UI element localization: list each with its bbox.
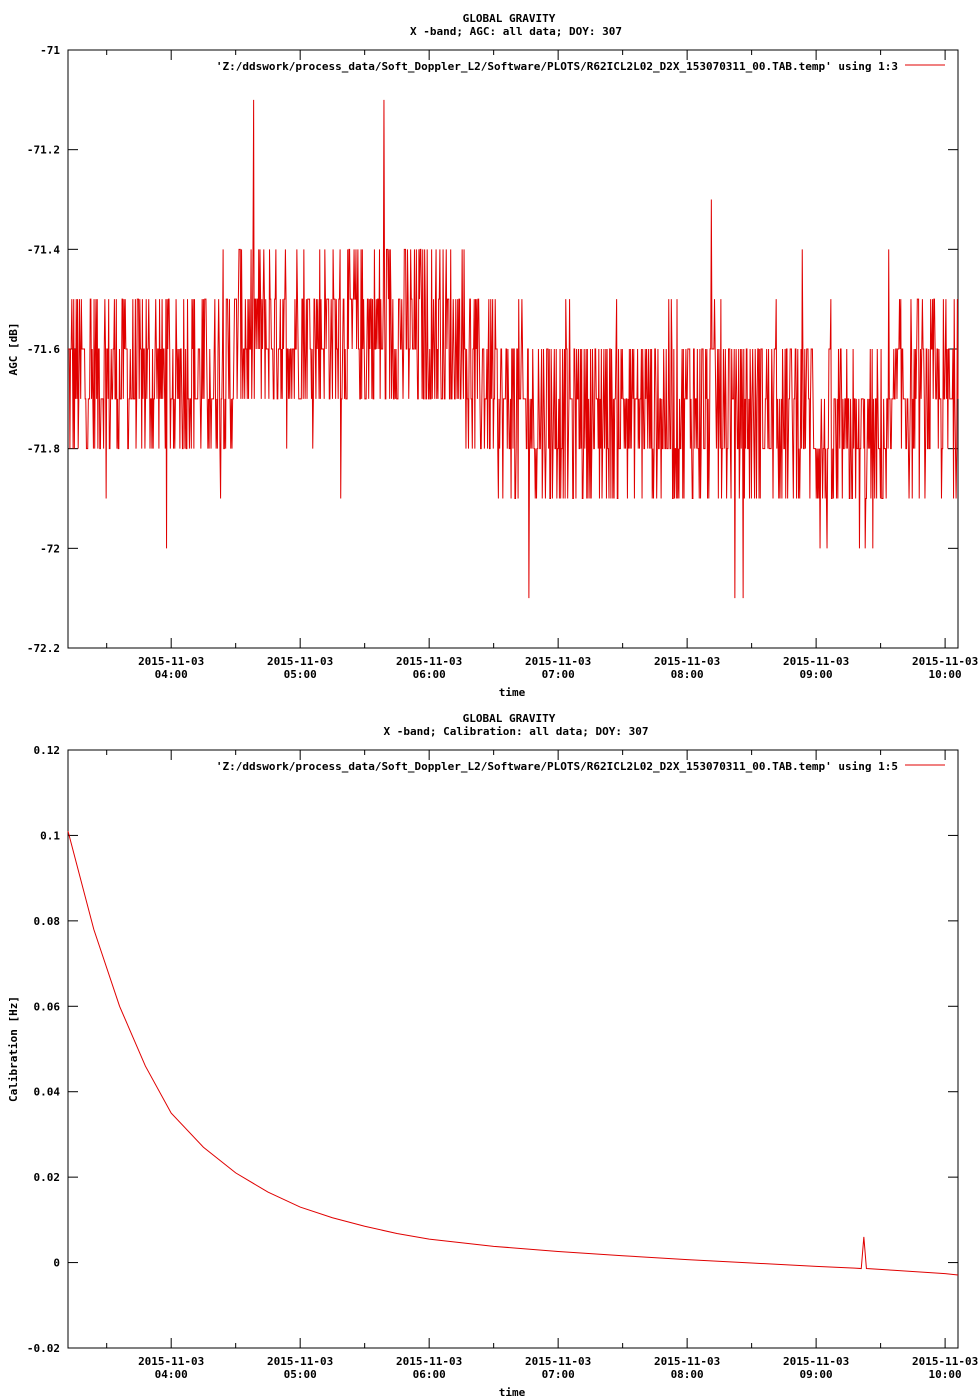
chart1-xtick-date: 2015-11-03 bbox=[654, 655, 720, 668]
chart2-ytick-label: 0.06 bbox=[34, 1000, 61, 1013]
chart1-xtick-time: 06:00 bbox=[413, 668, 446, 681]
chart2-xtick-date: 2015-11-03 bbox=[396, 1355, 462, 1368]
chart1-xtick-date: 2015-11-03 bbox=[267, 655, 333, 668]
chart2-xtick-time: 05:00 bbox=[284, 1368, 317, 1381]
chart2-xtick-time: 08:00 bbox=[671, 1368, 704, 1381]
chart2-series bbox=[67, 831, 959, 1276]
chart2-xtick-time: 10:00 bbox=[929, 1368, 962, 1381]
chart1-subtitle: X -band; AGC: all data; DOY: 307 bbox=[410, 25, 622, 38]
chart1-xtick-date: 2015-11-03 bbox=[138, 655, 204, 668]
chart1-xtick-time: 05:00 bbox=[284, 668, 317, 681]
chart1-ytick-label: -71.6 bbox=[27, 343, 60, 356]
chart1-ytick-label: -72.2 bbox=[27, 642, 60, 655]
chart2-ytick-label: -0.02 bbox=[27, 1342, 60, 1355]
chart2-ytick-label: 0.12 bbox=[34, 744, 61, 757]
chart2-calibration-line bbox=[67, 831, 959, 1276]
chart2-xtick-date: 2015-11-03 bbox=[783, 1355, 849, 1368]
chart2-xtick-time: 07:00 bbox=[542, 1368, 575, 1381]
chart1-ytick-label: -71.8 bbox=[27, 443, 60, 456]
chart2-ytick-label: 0 bbox=[53, 1257, 60, 1270]
chart2-xtick-date: 2015-11-03 bbox=[525, 1355, 591, 1368]
chart1-xtick-time: 09:00 bbox=[800, 668, 833, 681]
agc-chart: GLOBAL GRAVITY X -band; AGC: all data; D… bbox=[7, 12, 978, 699]
chart2-x-ticks: 2015-11-0304:002015-11-0305:002015-11-03… bbox=[106, 750, 978, 1381]
chart1-x-ticks: 2015-11-0304:002015-11-0305:002015-11-03… bbox=[106, 50, 978, 681]
chart2-xtick-date: 2015-11-03 bbox=[138, 1355, 204, 1368]
chart1-xtick-date: 2015-11-03 bbox=[525, 655, 591, 668]
chart1-ytick-label: -71.4 bbox=[27, 243, 60, 256]
chart2-subtitle: X -band; Calibration: all data; DOY: 307 bbox=[384, 725, 649, 738]
chart2-x-axis-label: time bbox=[499, 1386, 526, 1399]
chart2-xtick-time: 04:00 bbox=[155, 1368, 188, 1381]
chart1-x-axis-label: time bbox=[499, 686, 526, 699]
chart1-xtick-date: 2015-11-03 bbox=[912, 655, 978, 668]
chart2-xtick-time: 06:00 bbox=[413, 1368, 446, 1381]
chart1-ytick-label: -72 bbox=[40, 542, 60, 555]
chart2-xtick-date: 2015-11-03 bbox=[267, 1355, 333, 1368]
chart1-title: GLOBAL GRAVITY bbox=[463, 12, 556, 25]
chart1-ytick-label: -71 bbox=[40, 44, 60, 57]
chart2-xtick-date: 2015-11-03 bbox=[654, 1355, 720, 1368]
chart1-legend-label: 'Z:/ddswork/process_data/Soft_Doppler_L2… bbox=[216, 60, 898, 73]
chart1-xtick-date: 2015-11-03 bbox=[783, 655, 849, 668]
chart2-xtick-date: 2015-11-03 bbox=[912, 1355, 978, 1368]
chart1-series bbox=[68, 99, 959, 599]
chart1-xtick-time: 04:00 bbox=[155, 668, 188, 681]
chart1-y-axis-label: AGC [dB] bbox=[7, 323, 20, 376]
chart1-ytick-label: -71.2 bbox=[27, 144, 60, 157]
chart2-ytick-label: 0.02 bbox=[34, 1171, 61, 1184]
chart2-xtick-time: 09:00 bbox=[800, 1368, 833, 1381]
chart2-ytick-label: 0.08 bbox=[34, 915, 61, 928]
chart2-plot-frame bbox=[67, 749, 959, 1349]
chart1-xtick-time: 07:00 bbox=[542, 668, 575, 681]
chart2-title: GLOBAL GRAVITY bbox=[463, 712, 556, 725]
chart1-xtick-date: 2015-11-03 bbox=[396, 655, 462, 668]
chart2-ytick-label: 0.1 bbox=[40, 829, 60, 842]
calibration-chart: GLOBAL GRAVITY X -band; Calibration: all… bbox=[7, 712, 978, 1399]
chart1-agc-line bbox=[68, 99, 959, 599]
chart2-legend-label: 'Z:/ddswork/process_data/Soft_Doppler_L2… bbox=[216, 760, 898, 773]
chart1-xtick-time: 08:00 bbox=[671, 668, 704, 681]
chart2-ytick-label: 0.04 bbox=[34, 1086, 61, 1099]
chart2-y-axis-label: Calibration [Hz] bbox=[7, 996, 20, 1102]
chart2-y-ticks: 0.12 0.1 0.08 0.06 0.04 0.02 0 -0.02 bbox=[27, 744, 958, 1355]
chart1-xtick-time: 10:00 bbox=[929, 668, 962, 681]
